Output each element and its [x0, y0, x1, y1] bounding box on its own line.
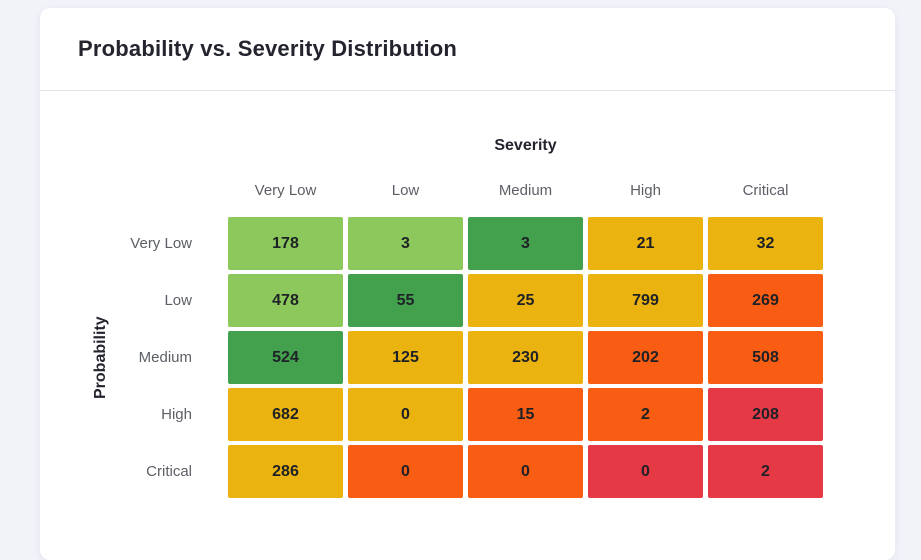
- heatmap-cell[interactable]: 32: [708, 217, 823, 270]
- heatmap-cell[interactable]: 15: [468, 388, 583, 441]
- heatmap-cell[interactable]: 230: [468, 331, 583, 384]
- heatmap-cell[interactable]: 2: [588, 388, 703, 441]
- heatmap-cell[interactable]: 2: [708, 445, 823, 498]
- heatmap-cell[interactable]: 3: [348, 217, 463, 270]
- page-title: Probability vs. Severity Distribution: [78, 36, 458, 61]
- heatmap-cell[interactable]: 0: [348, 445, 463, 498]
- row-label: Low: [164, 292, 192, 309]
- column-header: Low: [391, 182, 420, 199]
- heatmap-cell[interactable]: 0: [588, 445, 703, 498]
- heatmap-cell[interactable]: 0: [468, 445, 583, 498]
- heatmap-cell[interactable]: 25: [468, 274, 583, 327]
- heatmap-cell[interactable]: 0: [348, 388, 463, 441]
- heatmap-cell[interactable]: 125: [348, 331, 463, 384]
- severity-axis-title: Severity: [494, 137, 557, 154]
- heatmap-cell[interactable]: 286: [228, 445, 343, 498]
- heatmap-cell[interactable]: 21: [588, 217, 703, 270]
- heatmap-cell[interactable]: 3: [468, 217, 583, 270]
- row-label: High: [161, 406, 192, 423]
- card-header: Probability vs. Severity Distribution: [40, 8, 895, 91]
- column-header: High: [630, 182, 661, 199]
- heatmap-cell[interactable]: 799: [588, 274, 703, 327]
- heatmap-cell[interactable]: 682: [228, 388, 343, 441]
- column-header: Medium: [498, 182, 553, 199]
- heatmap-cell[interactable]: 55: [348, 274, 463, 327]
- column-header: Critical: [742, 182, 789, 199]
- row-label: Critical: [146, 463, 192, 480]
- row-labels: Very Low Low Medium High Critical: [40, 217, 192, 502]
- heatmap-cell[interactable]: 178: [228, 217, 343, 270]
- heatmap-grid: 178 3 3 21 32 478 55 25 799 269 524 125 230 202 508 682…: [228, 217, 823, 498]
- heatmap-cell[interactable]: 508: [708, 331, 823, 384]
- heatmap-cell[interactable]: 269: [708, 274, 823, 327]
- heatmap-cell[interactable]: 478: [228, 274, 343, 327]
- column-header: Very Low: [254, 182, 317, 199]
- row-label: Very Low: [130, 235, 192, 252]
- heatmap-cell[interactable]: 208: [708, 388, 823, 441]
- heatmap-cell[interactable]: 202: [588, 331, 703, 384]
- column-headers: Very Low Low Medium High Critical: [228, 180, 823, 202]
- chart-card: Probability vs. Severity Distribution Se…: [40, 8, 895, 560]
- heatmap-cell[interactable]: 524: [228, 331, 343, 384]
- row-label: Medium: [138, 349, 192, 366]
